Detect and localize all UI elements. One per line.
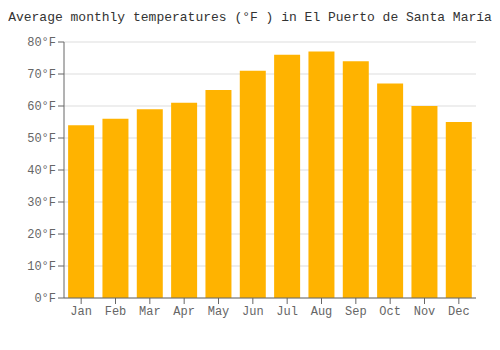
svg-text:0°F: 0°F [34,292,56,306]
svg-text:Sep: Sep [345,305,367,319]
svg-text:Apr: Apr [173,305,195,319]
svg-text:80°F: 80°F [27,36,56,50]
svg-text:50°F: 50°F [27,132,56,146]
svg-text:40°F: 40°F [27,164,56,178]
svg-text:Jul: Jul [276,305,298,319]
svg-text:30°F: 30°F [27,196,56,210]
svg-text:70°F: 70°F [27,68,56,82]
svg-text:Aug: Aug [311,305,333,319]
svg-text:Mar: Mar [139,305,161,319]
svg-text:Nov: Nov [414,305,436,319]
svg-text:Oct: Oct [379,305,401,319]
svg-text:Dec: Dec [448,305,470,319]
svg-text:Jun: Jun [242,305,264,319]
svg-text:20°F: 20°F [27,228,56,242]
svg-text:May: May [208,305,230,319]
svg-text:10°F: 10°F [27,260,56,274]
html-text:Average monthly temperatures (: Average monthly temperatures (°F ) in El… [8,10,492,25]
svg-text:Jan: Jan [70,305,92,319]
svg-text:60°F: 60°F [27,100,56,114]
svg-text:Feb: Feb [105,305,127,319]
